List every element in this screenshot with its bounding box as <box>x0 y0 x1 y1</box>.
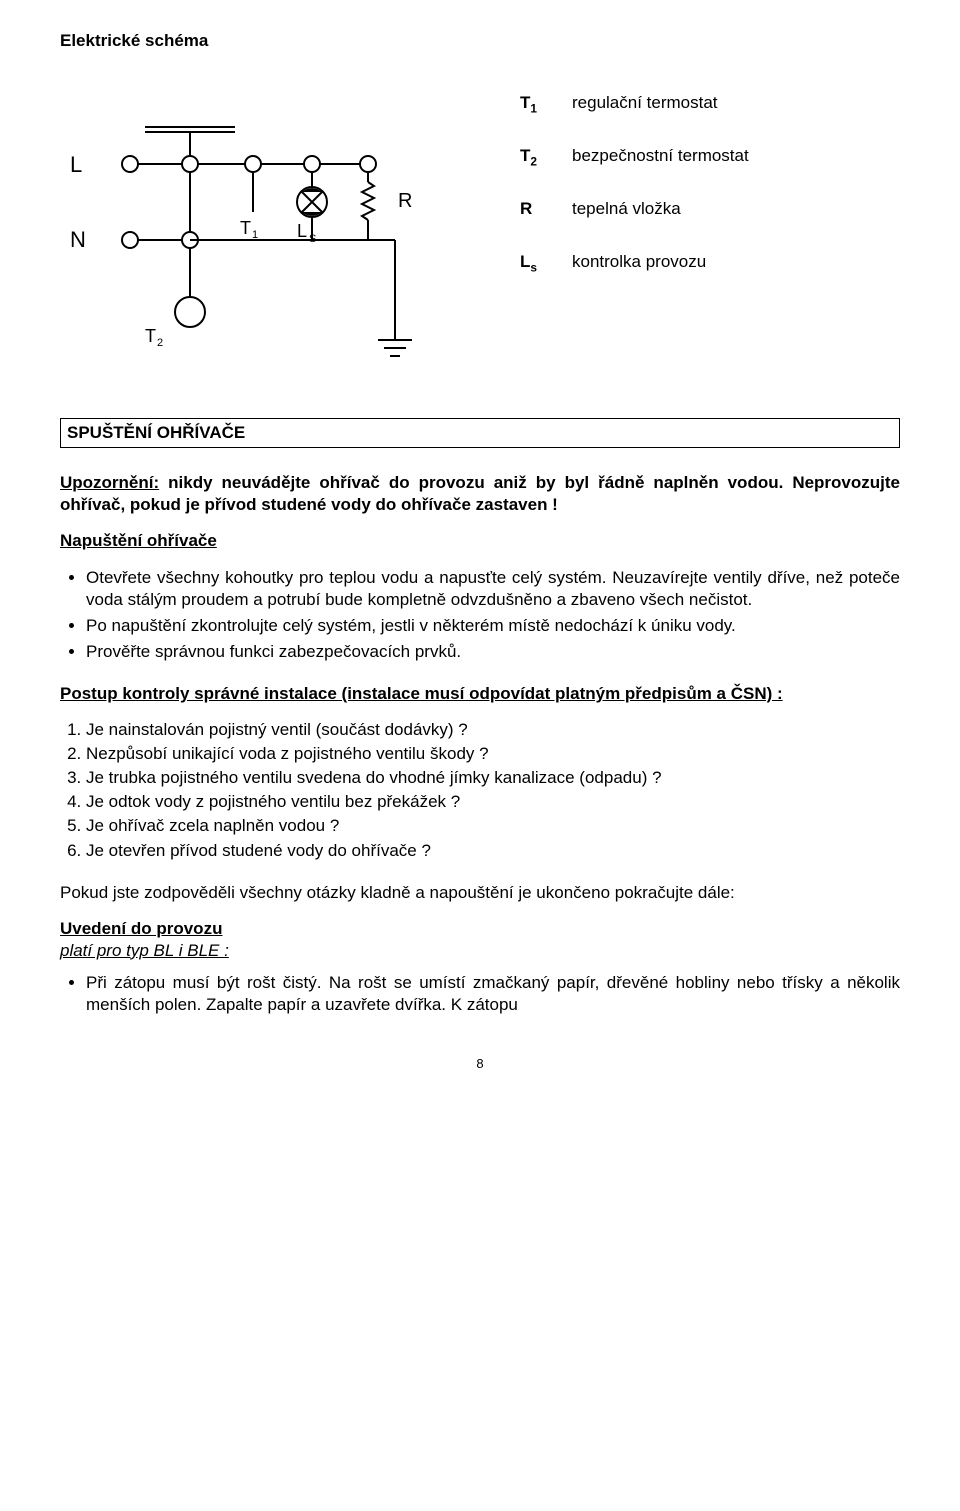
list-item: Po napuštění zkontrolujte celý systém, j… <box>86 615 900 637</box>
svg-text:T: T <box>145 326 156 346</box>
legend-row: Ls kontrolka provozu <box>520 251 749 276</box>
warning-label: Upozornění: <box>60 473 159 492</box>
svg-text:T: T <box>240 218 251 238</box>
check-list: Je nainstalován pojistný ventil (součást… <box>60 719 900 862</box>
legend-row: T2 bezpečnostní termostat <box>520 145 749 170</box>
list-item: Prověřte správnou funkci zabezpečovacích… <box>86 641 900 663</box>
svg-text:R: R <box>398 190 412 212</box>
startup-list: Při zátopu musí být rošt čistý. Na rošt … <box>60 972 900 1016</box>
answered-paragraph: Pokud jste zodpověděli všechny otázky kl… <box>60 882 900 904</box>
legend-row: T1 regulační termostat <box>520 92 749 117</box>
circuit-diagram: L N <box>60 72 480 378</box>
list-item: Je otevřen přívod studené vody do ohříva… <box>86 840 900 862</box>
legend-row: R tepelná vložka <box>520 198 749 223</box>
filling-heading: Napuštění ohřívače <box>60 530 900 552</box>
list-item: Při zátopu musí být rošt čistý. Na rošt … <box>86 972 900 1016</box>
list-item: Otevřete všechny kohoutky pro teplou vod… <box>86 567 900 611</box>
page-number: 8 <box>60 1056 900 1073</box>
warning-paragraph: Upozornění: nikdy neuvádějte ohřívač do … <box>60 472 900 516</box>
svg-text:N: N <box>70 227 86 252</box>
legend-text: tepelná vložka <box>572 198 681 223</box>
schema-row: L N <box>60 72 900 378</box>
legend-symbol: T2 <box>520 145 572 170</box>
legend-symbol: R <box>520 198 572 223</box>
list-item: Je ohřívač zcela naplněn vodou ? <box>86 815 900 837</box>
section-heading: SPUŠTĚNÍ OHŘÍVAČE <box>60 418 900 448</box>
warning-text: nikdy neuvádějte ohřívač do provozu aniž… <box>60 473 900 514</box>
svg-text:2: 2 <box>157 337 163 349</box>
legend-text: kontrolka provozu <box>572 251 706 276</box>
legend-text: regulační termostat <box>572 92 718 117</box>
check-heading: Postup kontroly správné instalace (insta… <box>60 683 900 705</box>
startup-subheading: platí pro typ BL i BLE : <box>60 940 900 962</box>
svg-text:L: L <box>297 221 307 241</box>
startup-heading: Uvedení do provozu <box>60 918 900 940</box>
legend-symbol: Ls <box>520 251 572 276</box>
legend-symbol: T1 <box>520 92 572 117</box>
list-item: Je trubka pojistného ventilu svedena do … <box>86 767 900 789</box>
legend: T1 regulační termostat T2 bezpečnostní t… <box>520 92 749 303</box>
legend-text: bezpečnostní termostat <box>572 145 749 170</box>
page-title: Elektrické schéma <box>60 30 900 52</box>
filling-list: Otevřete všechny kohoutky pro teplou vod… <box>60 567 900 663</box>
list-item: Je nainstalován pojistný ventil (součást… <box>86 719 900 741</box>
list-item: Nezpůsobí unikající voda z pojistného ve… <box>86 743 900 765</box>
list-item: Je odtok vody z pojistného ventilu bez p… <box>86 791 900 813</box>
svg-text:L: L <box>70 152 82 177</box>
